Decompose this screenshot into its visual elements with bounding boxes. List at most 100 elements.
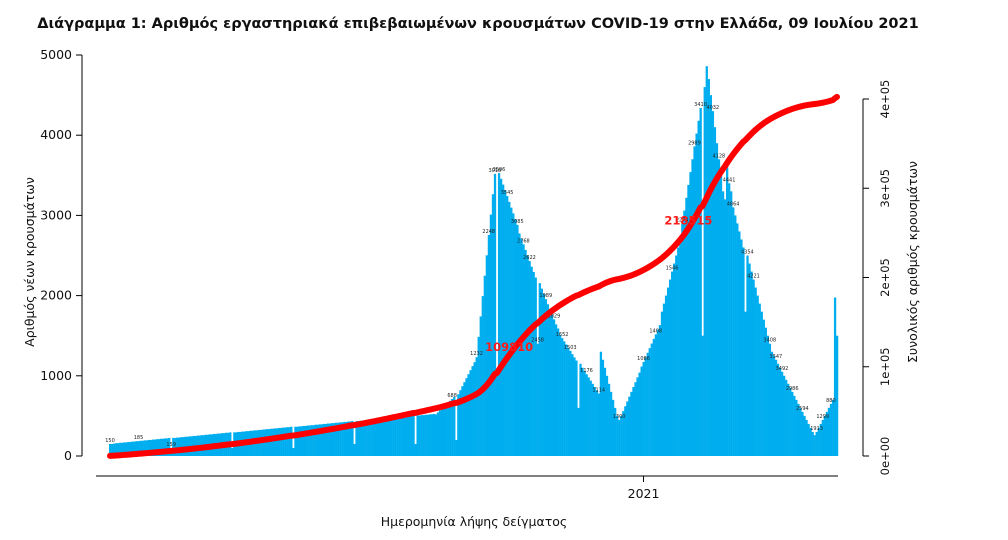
bar [151, 439, 155, 456]
bar [176, 437, 179, 456]
bar [679, 243, 682, 456]
bar [681, 223, 684, 456]
bar-value-label: 4864 [727, 201, 740, 207]
bar [353, 443, 356, 456]
bar [567, 347, 570, 456]
bar [447, 402, 450, 456]
bar [345, 421, 348, 456]
bar [390, 417, 393, 456]
bar [548, 309, 552, 456]
bar-value-label: 1829 [548, 313, 561, 319]
bar [286, 427, 289, 456]
bar [685, 197, 688, 456]
x-axis-tick-label: 2021 [628, 486, 660, 501]
bar [381, 418, 385, 456]
bar [760, 311, 763, 456]
bar [113, 443, 116, 456]
bar [141, 440, 144, 456]
bar [328, 423, 332, 456]
bar [556, 328, 560, 456]
bar [320, 424, 324, 456]
bar [791, 391, 794, 456]
bar [310, 425, 313, 456]
cumulative-value-label: 109810 [485, 340, 533, 354]
bar-value-label: 2274 [676, 217, 689, 223]
bar [809, 427, 812, 456]
bar [455, 439, 458, 456]
bar [736, 223, 739, 456]
bar [526, 255, 529, 456]
bar [721, 191, 725, 456]
bar [137, 441, 140, 456]
bar [341, 422, 344, 456]
bar-value-label: 4441 [723, 177, 736, 183]
bar [314, 424, 317, 456]
bar-value-label: 1299 [816, 414, 829, 420]
bar [565, 344, 568, 456]
bar [473, 362, 476, 456]
bar [640, 366, 643, 456]
bar [412, 415, 415, 456]
bar [652, 338, 655, 456]
bar [145, 440, 148, 456]
bar [831, 399, 835, 456]
bar [139, 440, 142, 456]
x-axis-label: Ημερομηνία λήψης δείγματος [381, 514, 568, 529]
bar [677, 247, 680, 456]
bar [271, 428, 275, 456]
bar-value-label: 1232 [470, 351, 483, 357]
y-axis-label: Αριθμός νέων κρουσμάτων [22, 177, 37, 347]
bar [166, 438, 169, 456]
bar [797, 403, 800, 456]
bar [163, 438, 167, 456]
bar [442, 406, 446, 456]
bar-value-label: 1989 [539, 293, 552, 299]
bar [689, 172, 692, 456]
bar [161, 438, 165, 456]
bar [726, 167, 729, 456]
bar [273, 428, 277, 456]
bar [288, 427, 291, 456]
bar [715, 143, 719, 456]
bar [609, 391, 613, 456]
bar [636, 377, 639, 456]
bar [502, 184, 505, 456]
bar [666, 287, 670, 456]
bar [717, 159, 721, 456]
bar [815, 431, 818, 456]
bar [499, 178, 503, 456]
bar [481, 296, 484, 456]
bar-value-label: 1086 [637, 356, 650, 362]
bar-value-label: 4128 [713, 153, 726, 159]
bar-value-label: 2458 [531, 338, 544, 344]
bar [605, 375, 609, 456]
bar [265, 429, 269, 456]
bar [155, 439, 159, 456]
bar [453, 396, 456, 456]
bar [740, 239, 743, 456]
bar [774, 359, 778, 456]
bar [522, 244, 525, 456]
bar [367, 419, 370, 456]
bar [361, 420, 364, 456]
bar [744, 311, 747, 456]
bar-value-label: 1913 [810, 426, 823, 432]
bar-value-label: 2622 [523, 255, 536, 261]
bar [308, 425, 311, 456]
bar [616, 415, 619, 456]
bar-value-label: 4221 [747, 274, 760, 280]
bar [487, 234, 491, 456]
bar [593, 387, 596, 456]
bar [540, 288, 543, 456]
bar [577, 407, 580, 456]
bar [538, 283, 541, 456]
bar [121, 442, 124, 456]
bar [129, 441, 132, 456]
bar [231, 447, 234, 456]
bar [664, 295, 668, 456]
bar [591, 383, 594, 456]
bar [324, 423, 328, 456]
bar [829, 403, 833, 456]
bar [115, 443, 118, 456]
